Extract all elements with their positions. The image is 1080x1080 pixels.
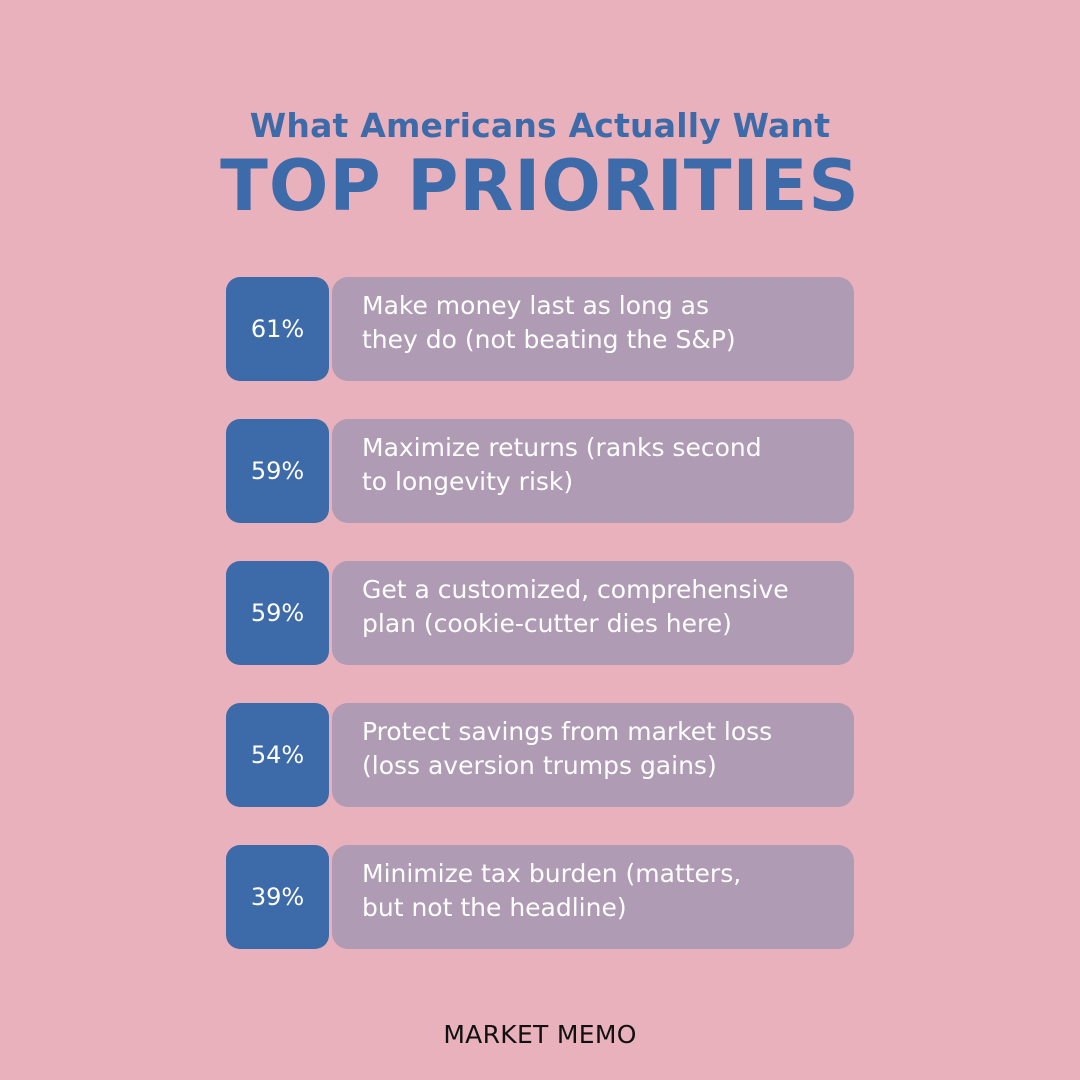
priority-row: 54% Protect savings from market loss (lo…: [226, 703, 854, 807]
priority-card: Protect savings from market loss (loss a…: [332, 703, 854, 807]
priority-card: Make money last as long as they do (not …: [332, 277, 854, 381]
priority-row: 59% Get a customized, comprehensive plan…: [226, 561, 854, 665]
percent-badge: 39%: [226, 845, 329, 949]
brand-footer: MARKET MEMO: [443, 1020, 637, 1049]
priority-card: Maximize returns (ranks second to longev…: [332, 419, 854, 523]
priority-text: Protect savings from market loss (loss a…: [362, 715, 772, 783]
priority-card: Get a customized, comprehensive plan (co…: [332, 561, 854, 665]
page-subtitle: What Americans Actually Want: [249, 106, 831, 145]
priority-list: 61% Make money last as long as they do (…: [226, 277, 854, 987]
priority-text-line: but not the headline): [362, 893, 627, 922]
priority-row: 61% Make money last as long as they do (…: [226, 277, 854, 381]
priority-text-line: (loss aversion trumps gains): [362, 751, 717, 780]
priority-text-line: Maximize returns (ranks second: [362, 433, 762, 462]
priority-text: Maximize returns (ranks second to longev…: [362, 431, 762, 499]
priority-text: Minimize tax burden (matters, but not th…: [362, 857, 741, 925]
priority-text-line: Get a customized, comprehensive: [362, 575, 789, 604]
priority-text-line: to longevity risk): [362, 467, 574, 496]
priority-text-line: Make money last as long as: [362, 291, 709, 320]
priority-row: 59% Maximize returns (ranks second to lo…: [226, 419, 854, 523]
priority-card: Minimize tax burden (matters, but not th…: [332, 845, 854, 949]
percent-badge: 54%: [226, 703, 329, 807]
percent-badge: 59%: [226, 561, 329, 665]
percent-badge: 61%: [226, 277, 329, 381]
priority-text-line: plan (cookie-cutter dies here): [362, 609, 732, 638]
priority-text-line: Protect savings from market loss: [362, 717, 773, 746]
priority-text-line: Minimize tax burden (matters,: [362, 859, 742, 888]
priority-row: 39% Minimize tax burden (matters, but no…: [226, 845, 854, 949]
percent-badge: 59%: [226, 419, 329, 523]
priority-text-line: they do (not beating the S&P): [362, 325, 736, 354]
priority-text: Make money last as long as they do (not …: [362, 289, 736, 357]
page-title: TOP PRIORITIES: [220, 145, 860, 227]
priority-text: Get a customized, comprehensive plan (co…: [362, 573, 789, 641]
